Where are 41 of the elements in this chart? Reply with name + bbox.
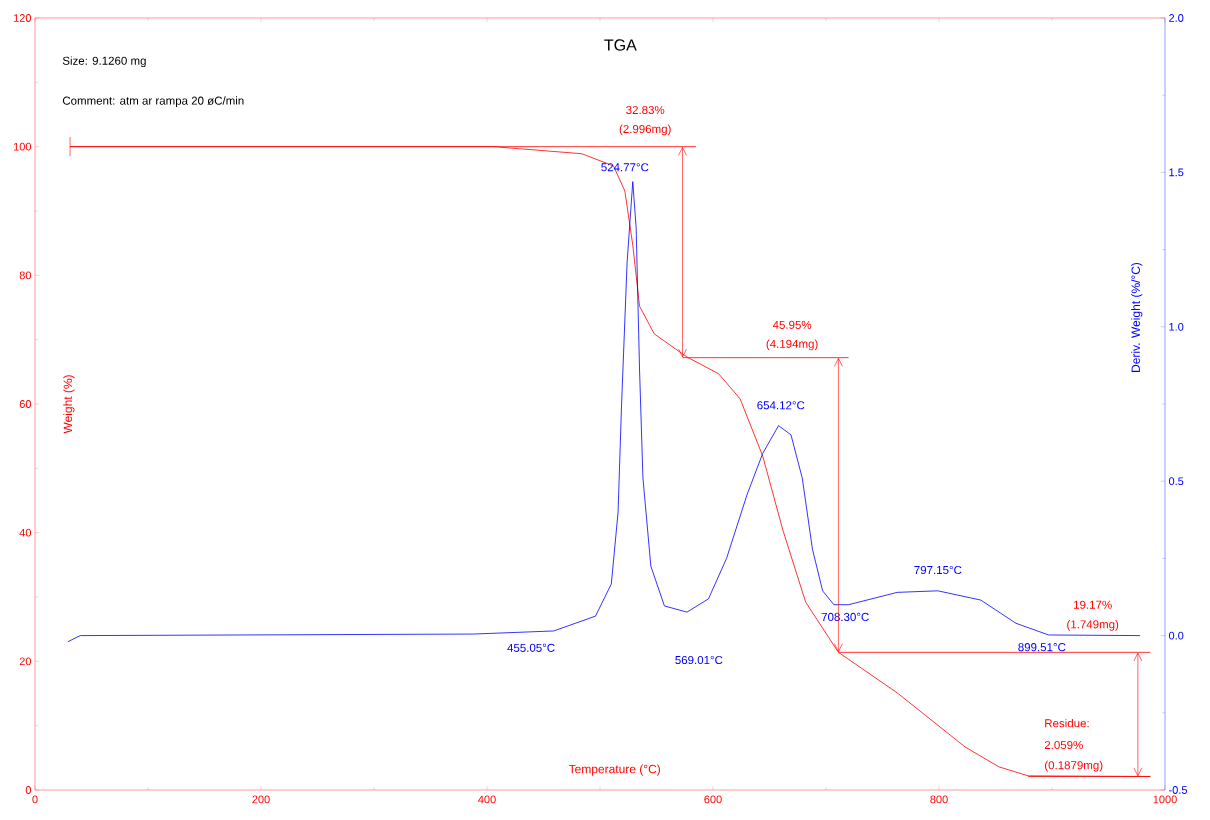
annotation: 708.30°C [821,612,869,622]
y-tick-label: 20 [19,657,32,666]
text: TGA [604,39,637,51]
y-tick-label: 40 [19,528,32,537]
y2-tick-label: 0.0 [1168,631,1184,640]
annotation: (4.194mg) [766,339,818,351]
y2-tick-label: 1.5 [1169,168,1184,177]
y-tick-label: 60 [19,400,32,408]
annotation: (0.1879mg) [1045,760,1103,772]
annotation: 45.95% [772,320,812,329]
y2-tick-label: 1.0 [1169,322,1184,331]
x-tick-label: 600 [704,795,722,804]
y-tick-label: 0 [25,786,32,794]
annotation: 19.17% [1074,600,1112,609]
annotation: (1.749mg) [1067,619,1119,631]
y-axis-title: Weight (%) [63,375,75,434]
annotation: 524.77°C [601,163,649,172]
y2-tick-label: 2.0 [1169,14,1184,22]
y-tick-label: 120 [13,14,32,22]
annotation: Residue: [1045,718,1089,728]
y2-tick-label: 0.5 [1168,477,1184,486]
annotation: 2.059% [1044,740,1083,750]
x-tick-label: 400 [478,795,496,804]
annotation: 899.51°C [1018,643,1066,652]
y2-axis-title: Deriv. Weight (%/°C) [1131,262,1143,372]
annotation: 455.05°C [507,643,555,652]
annotation: Size: 9.1260 mg [62,56,146,68]
y2-tick-label: -0.5 [1169,786,1188,794]
annotation: 654.12°C [757,401,805,410]
annotation: 32.83% [626,105,665,115]
x-tick-label: 0 [32,795,38,804]
x-tick-label: 200 [252,795,270,804]
x-tick-label: 800 [930,795,948,804]
x-axis-title: Temperature (°C) [568,764,660,776]
y-tick-label: 80 [19,271,32,280]
y-tick-label: 100 [13,142,32,151]
annotation: Comment: atm ar rampa 20 øC/min [62,96,244,107]
annotation: (2.996mg) [619,124,671,136]
annotation: 797.15°C [914,565,962,575]
annotation: 569.01°C [675,655,723,665]
x-tick-label: 1000 [1153,795,1177,804]
